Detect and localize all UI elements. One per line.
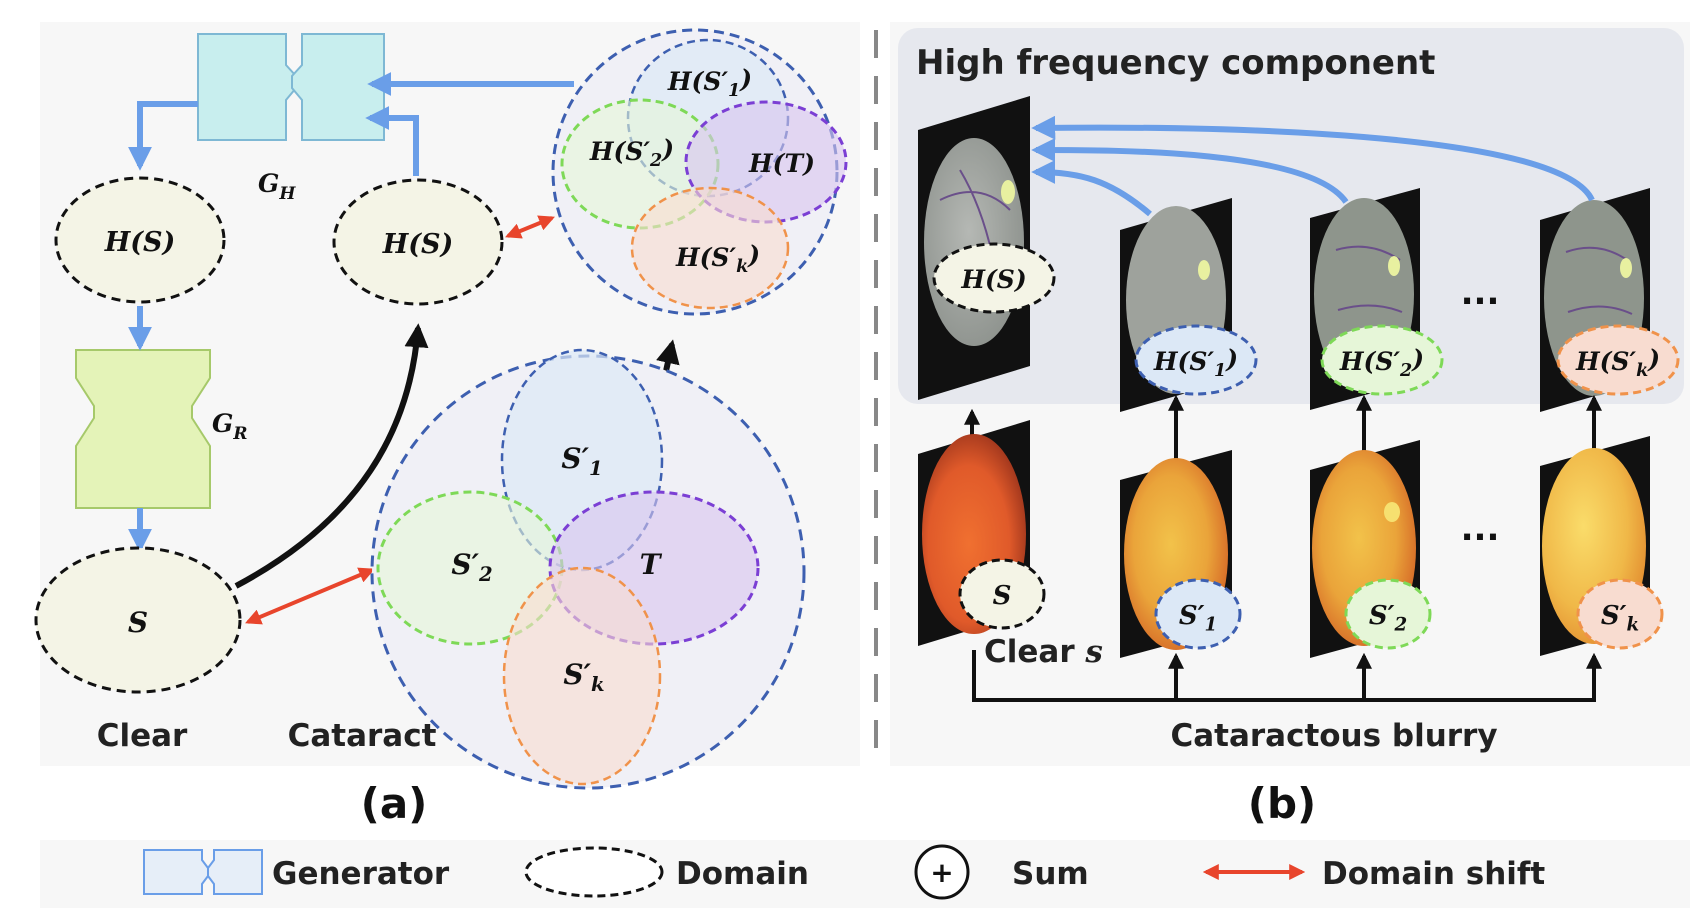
caption-b: (b) <box>1248 779 1316 828</box>
big-set-t: T <box>640 548 663 581</box>
ellipsis-top: ... <box>1461 273 1500 313</box>
ellipsis-bottom: ... <box>1461 509 1500 549</box>
legend-domain-shift-label: Domain shift <box>1322 856 1545 892</box>
domain-s-label: S <box>128 606 148 639</box>
svg-text:S: S <box>993 581 1012 611</box>
red-arrow-hs-smallcircle <box>505 215 555 239</box>
top-badge-hs1: H(S′1) <box>1134 324 1258 396</box>
black-arrow-s-to-hs <box>234 323 429 589</box>
generator-h <box>197 33 385 141</box>
small-domain-circle <box>551 28 848 316</box>
small-set-hsk: H(S′k) <box>675 240 760 277</box>
clear-s-label: Clear s <box>984 634 1103 670</box>
red-arrow-s-cataract <box>245 567 375 625</box>
legend-domain-label: Domain <box>676 856 809 892</box>
legend-sum-label: Sum <box>1012 856 1089 892</box>
cataract-label: Cataract <box>288 718 437 754</box>
svg-text:H(S′2): H(S′2) <box>1339 344 1424 381</box>
big-set-s1: S′1 <box>561 442 602 480</box>
domain-hs-left <box>54 176 226 304</box>
svg-text:S′k: S′k <box>1601 601 1639 635</box>
domain-s <box>34 546 242 694</box>
legend-sum-symbol: + <box>930 856 953 889</box>
blue-arrows-b <box>1031 115 1595 217</box>
small-set-hs1: H(S′1) <box>667 64 752 101</box>
svg-text:H(S): H(S) <box>960 265 1026 294</box>
svg-text:H(S′1): H(S′1) <box>1153 344 1238 381</box>
generator-r <box>75 349 211 509</box>
big-set-s2: S′2 <box>451 548 492 586</box>
legend-generator-label: Generator <box>272 856 450 892</box>
bottom-badge-s1: S′1 <box>1154 578 1242 650</box>
cataractous-label: Cataractous blurry <box>1170 718 1497 754</box>
domain-hs-right-label: H(S) <box>382 229 454 260</box>
small-set-hs2: H(S′2) <box>589 134 674 171</box>
bottom-badge-s: S <box>958 558 1046 630</box>
caption-a: (a) <box>361 779 428 828</box>
clear-label: Clear <box>97 718 188 754</box>
top-badge-hs2: H(S′2) <box>1320 324 1444 396</box>
small-set-ht: H(T) <box>748 149 815 178</box>
top-badge-hs: H(S) <box>932 242 1056 314</box>
bottom-badge-s2: S′2 <box>1344 578 1432 650</box>
hf-title: High frequency component <box>916 43 1435 83</box>
legend-domain-icon <box>524 846 664 898</box>
svg-text:H(S′k): H(S′k) <box>1575 344 1660 381</box>
cataractous-bracket <box>972 650 1602 702</box>
legend-sum-icon <box>914 844 970 900</box>
bottom-badge-sk: S′k <box>1576 578 1664 650</box>
hf-region <box>898 28 1684 404</box>
big-domain-circle <box>370 348 806 790</box>
blue-arrows-a <box>128 72 574 553</box>
black-arrows-b <box>964 394 1602 466</box>
legend-generator-icon <box>143 849 263 895</box>
legend-background <box>40 840 1690 908</box>
top-badge-hsk: H(S′k) <box>1556 324 1680 396</box>
domain-hs-left-label: H(S) <box>104 227 176 258</box>
domain-hs-right <box>332 178 504 306</box>
